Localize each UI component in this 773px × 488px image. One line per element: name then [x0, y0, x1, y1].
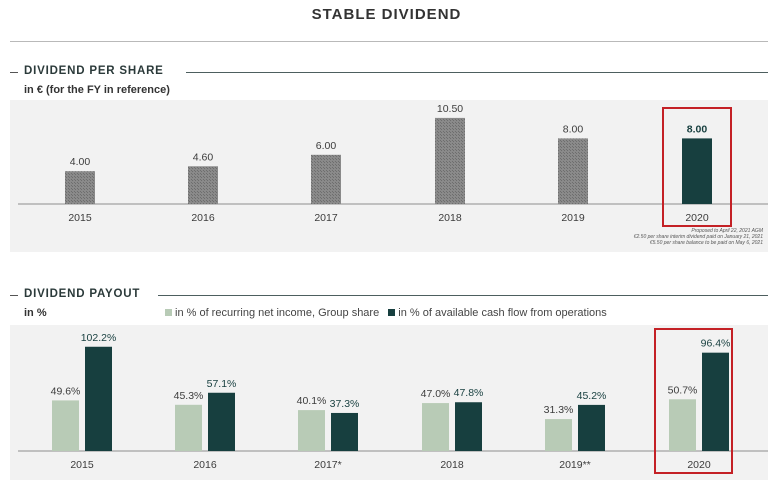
- payout-value-label-net-income-2019: 31.3%: [544, 404, 574, 416]
- dps-section-label: DIVIDEND PER SHARE: [24, 65, 164, 77]
- dps-value-label-2018: 10.50: [437, 103, 463, 115]
- payout-tick-label-2020: 2020: [687, 459, 711, 471]
- legend-label-cash-flow: in % of available cash flow from operati…: [398, 307, 607, 319]
- payout-legend: in % of recurring net income, Group shar…: [165, 307, 613, 319]
- payout-value-label-cash-flow-2018: 47.8%: [454, 387, 484, 399]
- payout-bar-net-income-2018: [422, 403, 449, 451]
- payout-tick-label-2018: 2018: [440, 459, 464, 471]
- payout-value-label-net-income-2017: 40.1%: [297, 395, 327, 407]
- dps-tick-label-2018: 2018: [438, 212, 462, 224]
- dps-footnote: Proposed to April 22, 2021 AGM €2.50 per…: [634, 228, 763, 246]
- payout-header-dash: [10, 295, 18, 296]
- payout-value-label-cash-flow-2017: 37.3%: [330, 398, 360, 410]
- dps-bar-2015: [65, 171, 95, 204]
- legend-swatch-dark: [388, 309, 396, 316]
- payout-section-header: DIVIDEND PAYOUT: [10, 288, 768, 302]
- dps-footnote-line-2: €2.50 per share interim dividend paid on…: [633, 234, 763, 240]
- dps-tick-label-2017: 2017: [314, 212, 338, 224]
- legend-item-cash-flow: in % of available cash flow from operati…: [388, 307, 607, 319]
- payout-tick-label-2015: 2015: [70, 459, 94, 471]
- payout-bar-cash-flow-2020: [702, 352, 729, 451]
- payout-tick-label-2017: 2017*: [314, 459, 341, 471]
- payout-tick-label-2016: 2016: [193, 459, 217, 471]
- dps-footnote-line-1: Proposed to April 22, 2021 AGM: [691, 228, 763, 234]
- payout-bar-net-income-2017: [298, 410, 325, 451]
- payout-value-label-net-income-2020: 50.7%: [668, 384, 698, 396]
- dps-value-label-2016: 4.60: [193, 151, 214, 163]
- dps-bar-2018: [435, 117, 465, 204]
- payout-bar-cash-flow-2017: [331, 412, 358, 451]
- payout-value-label-net-income-2018: 47.0%: [421, 388, 451, 400]
- dps-bar-2019: [558, 138, 588, 204]
- dps-header-dash: [10, 72, 18, 73]
- dps-subtitle: in € (for the FY in reference): [24, 84, 170, 96]
- title-divider: [10, 41, 768, 42]
- payout-bar-cash-flow-2015: [85, 346, 112, 451]
- payout-highlight-box: [654, 328, 733, 474]
- dps-bar-2020: [682, 138, 712, 204]
- payout-section-label: DIVIDEND PAYOUT: [24, 288, 141, 300]
- payout-bar-net-income-2020: [669, 399, 696, 451]
- payout-value-label-cash-flow-2020: 96.4%: [701, 338, 731, 350]
- payout-value-label-net-income-2015: 49.6%: [51, 385, 81, 397]
- payout-subtitle: in %: [24, 307, 47, 319]
- dps-highlight-box: [662, 107, 732, 227]
- payout-bar-cash-flow-2018: [455, 402, 482, 451]
- payout-value-label-cash-flow-2016: 57.1%: [207, 378, 237, 390]
- dps-tick-label-2016: 2016: [191, 212, 215, 224]
- payout-bar-net-income-2015: [52, 400, 79, 451]
- dps-value-label-2019: 8.00: [563, 123, 584, 135]
- payout-tick-label-2019: 2019**: [559, 459, 591, 471]
- legend-swatch-light: [165, 309, 172, 316]
- dps-section-header: DIVIDEND PER SHARE: [10, 65, 768, 79]
- legend-label-net-income: in % of recurring net income, Group shar…: [175, 307, 380, 319]
- payout-value-label-net-income-2016: 45.3%: [174, 390, 204, 402]
- dps-tick-label-2020: 2020: [685, 212, 709, 224]
- dps-value-label-2017: 6.00: [316, 140, 337, 152]
- payout-panel: [10, 325, 768, 480]
- payout-header-line: [158, 295, 768, 296]
- legend-item-net-income: in % of recurring net income, Group shar…: [165, 307, 379, 319]
- dps-tick-label-2019: 2019: [561, 212, 585, 224]
- payout-value-label-cash-flow-2015: 102.2%: [81, 332, 117, 344]
- dps-tick-label-2015: 2015: [68, 212, 92, 224]
- page-title: STABLE DIVIDEND: [311, 6, 462, 23]
- payout-bar-net-income-2019: [545, 419, 572, 451]
- dps-footnote-line-3: €5.50 per share balance to be paid on Ma…: [649, 240, 763, 246]
- payout-bar-net-income-2016: [175, 404, 202, 451]
- dps-header-line: [186, 72, 768, 73]
- dps-value-label-2015: 4.00: [70, 156, 91, 168]
- dps-bar-2016: [188, 166, 218, 204]
- payout-bar-cash-flow-2019: [578, 404, 605, 451]
- dps-panel: [10, 100, 768, 252]
- dps-bar-2017: [311, 154, 341, 204]
- payout-bar-cash-flow-2016: [208, 392, 235, 451]
- dps-value-label-2020: 8.00: [687, 123, 708, 135]
- payout-value-label-cash-flow-2019: 45.2%: [577, 390, 607, 402]
